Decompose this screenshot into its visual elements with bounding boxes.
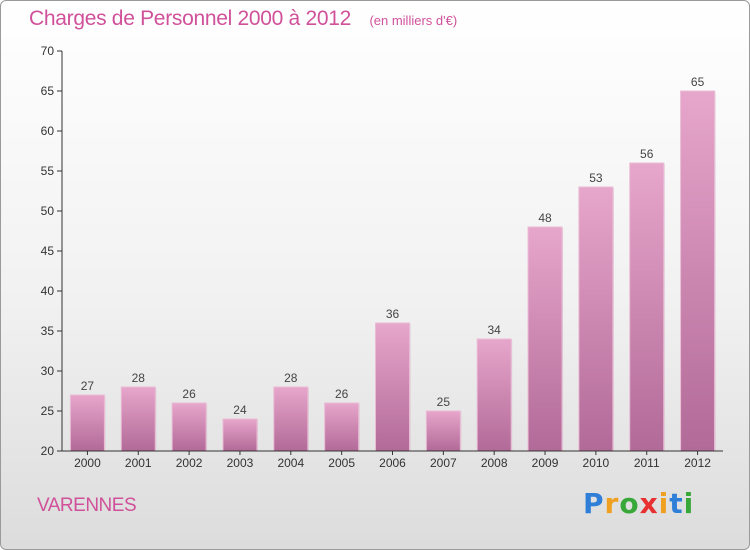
title-row: Charges de Personnel 2000 à 2012 (en mil… [29, 7, 457, 31]
x-tick-label-2012: 2012 [684, 456, 711, 470]
y-tick-label-20: 20 [41, 444, 55, 458]
proxiti-logo: Proxiti [583, 487, 694, 520]
logo-letter: r [604, 487, 620, 520]
x-tick-label-2001: 2001 [125, 456, 152, 470]
value-label-2004: 28 [284, 371, 298, 385]
x-tick-label-2006: 2006 [379, 456, 406, 470]
value-label-2006: 36 [386, 307, 400, 321]
logo-letter: x [639, 487, 659, 520]
x-tick-label-2003: 2003 [227, 456, 254, 470]
bar-2009 [527, 226, 563, 452]
value-label-2011: 56 [640, 147, 654, 161]
x-tick-label-2004: 2004 [277, 456, 304, 470]
x-tick-label-2011: 2011 [634, 456, 660, 470]
logo-letter: t [669, 487, 684, 520]
value-label-2008: 34 [488, 323, 502, 337]
x-tick-label-2002: 2002 [176, 456, 203, 470]
bar-2008 [476, 338, 512, 452]
bar-2003 [222, 418, 258, 452]
value-label-2010: 53 [589, 171, 603, 185]
y-tick-label-65: 65 [41, 84, 55, 98]
y-tick-label-50: 50 [41, 204, 55, 218]
bar-2012 [680, 90, 716, 452]
chart-title: Charges de Personnel 2000 à 2012 [29, 7, 351, 30]
value-label-2009: 48 [538, 211, 552, 225]
chart-subtitle: (en milliers d'€) [369, 13, 458, 28]
bar-2007 [425, 410, 461, 452]
bar-2006 [375, 322, 410, 452]
y-tick-label-45: 45 [41, 244, 55, 258]
bar-2002 [171, 402, 207, 452]
bar-2011 [629, 162, 665, 452]
bar-2000 [69, 394, 105, 452]
bar-2005 [324, 402, 360, 452]
value-label-2007: 25 [437, 395, 451, 409]
y-tick-label-55: 55 [41, 164, 55, 178]
y-tick-label-40: 40 [41, 284, 55, 298]
value-label-2000: 27 [81, 379, 95, 393]
x-tick-label-2009: 2009 [532, 456, 559, 470]
value-label-2003: 24 [233, 403, 247, 417]
logo-letter: i [683, 487, 695, 520]
x-tick-label-2008: 2008 [481, 456, 508, 470]
x-tick-label-2005: 2005 [328, 456, 355, 470]
x-tick-label-2000: 2000 [74, 456, 101, 470]
y-tick-label-30: 30 [41, 364, 55, 378]
y-tick-label-35: 35 [41, 324, 55, 338]
value-label-2002: 26 [182, 387, 196, 401]
logo-letter: i [658, 487, 670, 520]
x-tick-label-2007: 2007 [430, 456, 457, 470]
bar-2001 [120, 386, 156, 452]
value-label-2001: 28 [132, 371, 146, 385]
y-tick-label-60: 60 [41, 124, 55, 138]
commune-name: VARENNES [37, 495, 137, 516]
value-label-2012: 65 [691, 75, 705, 89]
y-tick-label-70: 70 [41, 44, 55, 58]
value-label-2005: 26 [335, 387, 349, 401]
x-tick-label-2010: 2010 [583, 456, 610, 470]
logo-letter: P [583, 487, 605, 520]
logo-letter: o [619, 487, 640, 520]
y-tick-label-25: 25 [41, 404, 55, 418]
bar-2004 [273, 386, 309, 452]
bar-2010 [578, 186, 614, 452]
